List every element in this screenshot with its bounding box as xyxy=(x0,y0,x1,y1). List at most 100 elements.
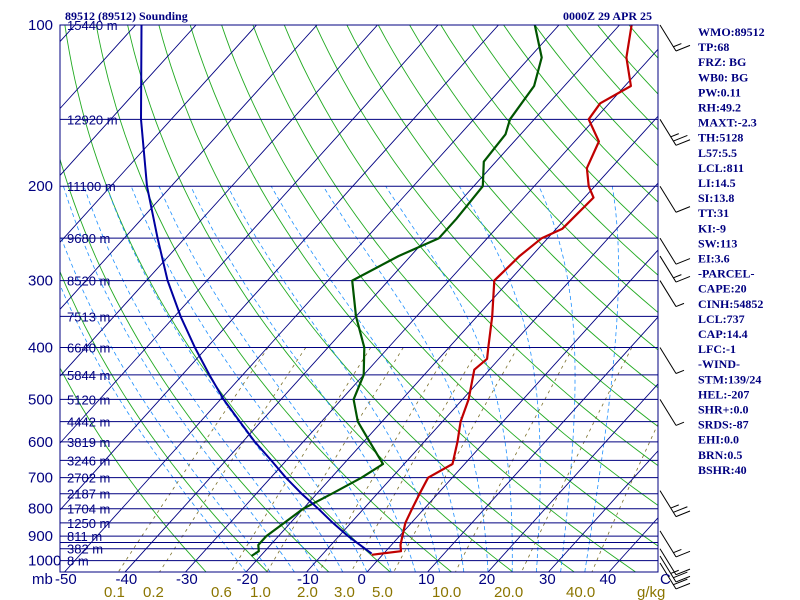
height-label: 382 m xyxy=(67,542,103,557)
mixing-ratio-line xyxy=(591,423,658,572)
wind-barb-staff xyxy=(659,24,677,52)
diagram-grid xyxy=(60,25,658,572)
moist-adiabat xyxy=(60,233,271,572)
index-line: CAPE:20 xyxy=(698,282,747,296)
index-line: TP:68 xyxy=(698,40,729,54)
dry-adiabat xyxy=(64,25,391,572)
index-line: LFC:-1 xyxy=(698,342,736,356)
index-line: STM:139/24 xyxy=(698,372,761,386)
index-line: PW:0.11 xyxy=(698,85,741,99)
index-line: FRZ: BG xyxy=(698,55,746,69)
height-label: 8520 m xyxy=(67,274,110,289)
dry-adiabat xyxy=(283,25,658,467)
moist-adiabat xyxy=(190,186,416,572)
dry-adiabat xyxy=(409,25,658,314)
isotherm xyxy=(306,182,658,572)
mixing-ratio-label: 20.0 xyxy=(494,584,523,600)
temperature-label: C xyxy=(660,571,671,588)
wind-barb xyxy=(659,530,691,558)
dry-adiabat xyxy=(189,25,636,572)
isotherm xyxy=(427,316,658,572)
index-line: BSHR:40 xyxy=(698,463,747,477)
moist-adiabat xyxy=(227,186,440,572)
isotherm xyxy=(60,25,499,511)
temperature-label: -50 xyxy=(55,571,77,588)
moist-adiabat xyxy=(63,186,295,572)
moist-adiabat xyxy=(322,185,489,572)
wind-barb-flag xyxy=(670,569,679,574)
dry-adiabat xyxy=(315,25,658,428)
moist-adiabat xyxy=(584,186,619,572)
dry-adiabat xyxy=(534,25,658,167)
temperature-label: -10 xyxy=(297,571,319,588)
height-label: 15440 m xyxy=(67,18,118,33)
isotherm xyxy=(487,383,658,572)
mixing-ratio-line xyxy=(455,347,574,572)
index-line: L57:5.5 xyxy=(698,146,737,160)
station-title: 89512 (89512) Sounding xyxy=(65,9,188,23)
moist-adiabat xyxy=(60,283,247,572)
dry-adiabat xyxy=(377,25,658,351)
index-line: EI:3.6 xyxy=(698,252,730,266)
mixing-ratio-label: 0.1 xyxy=(104,584,125,600)
wind-barb-flag xyxy=(673,274,682,279)
dry-adiabat xyxy=(221,25,658,547)
wind-barb-staff xyxy=(659,555,677,583)
wind-barb xyxy=(659,24,691,52)
height-label: 7513 m xyxy=(67,309,110,324)
pressure-unit-label: mb xyxy=(32,571,53,588)
height-label: 11100 m xyxy=(67,179,116,194)
pressure-label-100: 100 xyxy=(28,17,53,34)
moist-adiabat xyxy=(158,186,392,572)
height-label: 2702 m xyxy=(67,471,110,486)
wind-barb xyxy=(659,347,685,374)
wind-barb xyxy=(659,555,691,583)
index-line: SRDS:-87 xyxy=(698,418,749,432)
wind-barb-staff xyxy=(659,530,677,558)
mixing-ratio-label: 1.0 xyxy=(250,584,271,600)
index-line: TT:31 xyxy=(698,206,729,220)
temperature-label: -30 xyxy=(176,571,198,588)
wind-barb-staff xyxy=(659,548,677,575)
wind-barb-staff xyxy=(659,119,677,146)
wind-barb-flag xyxy=(675,139,691,146)
height-label: 5120 m xyxy=(67,392,110,407)
index-line: BRN:0.5 xyxy=(698,448,742,462)
temperature-label: 20 xyxy=(479,571,496,588)
wind-barb xyxy=(659,490,691,518)
index-line: SHR+:0.0 xyxy=(698,403,749,417)
mixing-ratio-line xyxy=(521,347,633,572)
dry-adiabat xyxy=(158,25,575,572)
wind-barb xyxy=(659,185,691,213)
temperature-trace xyxy=(371,25,633,556)
index-line: -PARCEL- xyxy=(698,267,754,281)
pressure-label-700: 700 xyxy=(28,470,53,487)
isotherm xyxy=(124,25,620,572)
index-line: CINH:54852 xyxy=(698,297,763,311)
height-label: 1704 m xyxy=(67,502,110,517)
wind-barb-staff xyxy=(659,280,677,307)
mixing-ratio-label: 0.6 xyxy=(211,584,232,600)
pressure-label-400: 400 xyxy=(28,339,53,356)
sounding-time: 0000Z 29 APR 25 xyxy=(563,9,652,23)
wind-barb-flag xyxy=(675,421,685,426)
index-line: SI:13.8 xyxy=(698,191,734,205)
pressure-label-1000: 1000 xyxy=(28,553,61,570)
wind-barb xyxy=(659,280,685,308)
height-label: 8 m xyxy=(67,554,89,569)
wind-barb-flag xyxy=(675,582,691,590)
isotherm xyxy=(60,25,257,244)
mixing-ratio-label: 2.0 xyxy=(297,584,318,600)
isotherm xyxy=(60,25,197,177)
wind-barb-flag xyxy=(675,510,691,518)
pressure-label-500: 500 xyxy=(28,391,53,408)
index-line: TH:5128 xyxy=(698,131,743,145)
temperature-label: -40 xyxy=(116,571,138,588)
wind-barb xyxy=(659,562,691,590)
wind-barb-staff xyxy=(659,237,677,265)
wind-barb-flag xyxy=(673,506,688,513)
isotherm xyxy=(60,25,378,377)
pressure-label-800: 800 xyxy=(28,501,53,518)
wind-barb-staff xyxy=(659,185,677,213)
pressure-label-900: 900 xyxy=(28,528,53,545)
